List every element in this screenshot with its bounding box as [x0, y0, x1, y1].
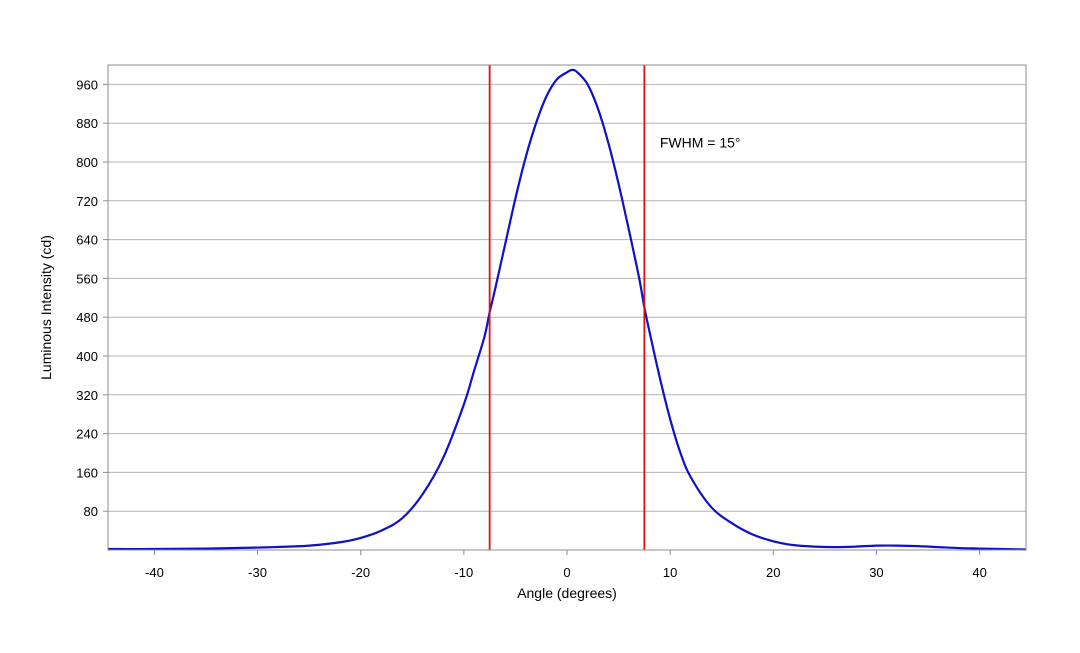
y-tick-label: 880 — [76, 116, 98, 131]
fwhm-annotation: FWHM = 15° — [660, 134, 741, 150]
x-axis-label: Angle (degrees) — [517, 585, 617, 601]
x-axis-ticks: -40 -30 -20 -10 0 10 20 30 40 — [145, 550, 987, 580]
y-tick-label: 720 — [76, 194, 98, 209]
x-tick-label: 10 — [663, 565, 677, 580]
x-tick-label: -20 — [351, 565, 370, 580]
y-tick-label: 480 — [76, 310, 98, 325]
x-tick-label: 30 — [869, 565, 883, 580]
fwhm-lines — [488, 65, 646, 550]
series-line — [107, 68, 1027, 551]
x-tick-label: -40 — [145, 565, 164, 580]
series-layer — [107, 68, 1027, 551]
y-axis-ticks: 80 160 240 320 400 480 560 640 720 800 880 960 — [76, 77, 108, 519]
y-tick-label: 240 — [76, 427, 98, 442]
y-tick-label: 800 — [76, 155, 98, 170]
y-tick-label: 960 — [76, 77, 98, 92]
y-axis-label: Luminous Intensity (cd) — [38, 235, 54, 380]
y-tick-label: 80 — [84, 504, 98, 519]
plot-frame — [107, 64, 1027, 551]
grid-lines — [108, 83, 1026, 512]
x-tick-label: -30 — [248, 565, 267, 580]
x-tick-label: 0 — [563, 565, 570, 580]
x-tick-label: 40 — [972, 565, 986, 580]
x-tick-label: 20 — [766, 565, 780, 580]
y-tick-label: 640 — [76, 233, 98, 248]
y-tick-label: 320 — [76, 388, 98, 403]
y-tick-label: 560 — [76, 271, 98, 286]
y-tick-label: 160 — [76, 465, 98, 480]
y-tick-label: 400 — [76, 349, 98, 364]
x-tick-label: -10 — [454, 565, 473, 580]
